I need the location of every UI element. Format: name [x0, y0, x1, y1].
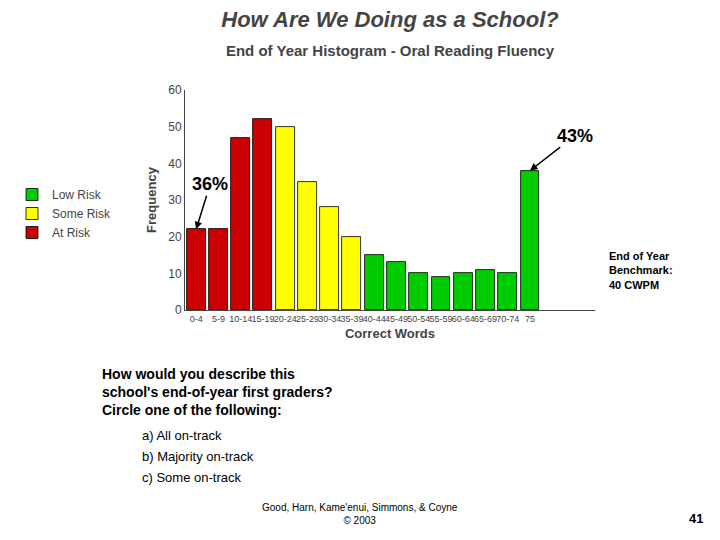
svg-text:Good, Harn, Kame'enui, Simmons: Good, Harn, Kame'enui, Simmons, & Coyne©…: [262, 502, 458, 526]
svg-text:50: 50: [168, 120, 182, 134]
svg-text:55-59: 55-59: [429, 314, 452, 324]
svg-text:20: 20: [168, 230, 182, 244]
svg-text:How Are We Doing as a School?E: How Are We Doing as a School?End of Year…: [221, 7, 558, 59]
svg-text:30-34: 30-34: [318, 314, 341, 324]
svg-text:a) All on-track: a) All on-track: [142, 428, 222, 443]
svg-text:Correct Words: Correct Words: [345, 326, 435, 341]
svg-text:0: 0: [175, 303, 182, 317]
svg-text:10-14: 10-14: [229, 314, 252, 324]
svg-text:65-69: 65-69: [474, 314, 497, 324]
svg-text:43%: 43%: [557, 126, 593, 146]
svg-text:45-49: 45-49: [385, 314, 408, 324]
svg-text:70-74: 70-74: [496, 314, 519, 324]
svg-text:36%: 36%: [192, 174, 228, 194]
svg-text:60-64: 60-64: [452, 314, 475, 324]
svg-text:End of YearBenchmark:40 CWPM: End of YearBenchmark:40 CWPM: [609, 250, 673, 291]
svg-text:35-39: 35-39: [340, 314, 363, 324]
svg-text:50-54: 50-54: [407, 314, 430, 324]
svg-text:Low Risk: Low Risk: [52, 188, 102, 202]
svg-text:60: 60: [168, 83, 182, 97]
svg-text:20-24: 20-24: [274, 314, 297, 324]
svg-text:5-9: 5-9: [212, 314, 225, 324]
svg-text:Frequency: Frequency: [144, 166, 159, 233]
svg-text:0-4: 0-4: [190, 314, 203, 324]
svg-text:10: 10: [168, 267, 182, 281]
svg-text:41: 41: [689, 511, 703, 526]
svg-text:25-29: 25-29: [296, 314, 319, 324]
svg-text:b) Majority on-track: b) Majority on-track: [142, 449, 254, 464]
svg-text:40: 40: [168, 157, 182, 171]
svg-text:At Risk: At Risk: [52, 226, 91, 240]
svg-text:75: 75: [525, 314, 535, 324]
svg-text:15-19: 15-19: [251, 314, 274, 324]
svg-text:30: 30: [168, 193, 182, 207]
svg-text:40-44: 40-44: [363, 314, 386, 324]
svg-text:How would you describe thissch: How would you describe thisschool's end-…: [102, 366, 333, 418]
svg-text:Some Risk: Some Risk: [52, 207, 111, 221]
svg-text:c) Some on-track: c) Some on-track: [142, 470, 241, 485]
